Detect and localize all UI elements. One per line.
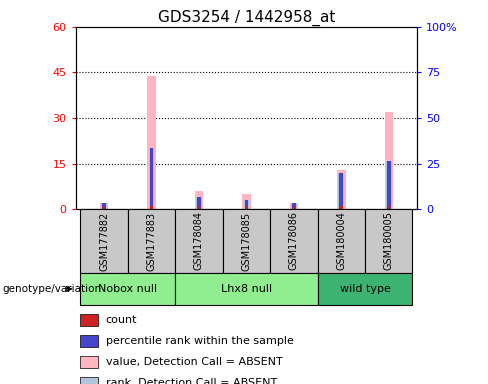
- Bar: [387, 161, 391, 209]
- Text: GSM177883: GSM177883: [146, 212, 157, 270]
- Bar: [147, 76, 156, 209]
- Bar: [339, 173, 344, 209]
- Bar: [80, 377, 98, 384]
- Bar: [195, 191, 203, 209]
- Bar: [197, 197, 201, 209]
- Bar: [102, 203, 106, 209]
- Text: GSM180004: GSM180004: [336, 212, 346, 270]
- Bar: [198, 206, 200, 209]
- Bar: [318, 273, 412, 305]
- Bar: [337, 170, 346, 209]
- Title: GDS3254 / 1442958_at: GDS3254 / 1442958_at: [158, 9, 335, 25]
- Bar: [102, 203, 107, 209]
- Bar: [289, 203, 298, 209]
- Text: GSM178086: GSM178086: [289, 212, 299, 270]
- Bar: [291, 203, 297, 209]
- Bar: [318, 209, 365, 273]
- Bar: [386, 161, 392, 209]
- Bar: [340, 173, 343, 209]
- Bar: [100, 203, 108, 209]
- Bar: [387, 206, 390, 209]
- Bar: [128, 209, 175, 273]
- Text: GSM177882: GSM177882: [99, 211, 109, 271]
- Bar: [293, 206, 295, 209]
- Bar: [103, 206, 105, 209]
- Text: Nobox null: Nobox null: [98, 284, 158, 294]
- Bar: [244, 200, 248, 209]
- Text: GSM180005: GSM180005: [384, 212, 394, 270]
- Bar: [150, 149, 153, 209]
- Text: count: count: [106, 314, 137, 325]
- Bar: [385, 112, 393, 209]
- Bar: [196, 197, 202, 209]
- Text: Lhx8 null: Lhx8 null: [221, 284, 272, 294]
- Bar: [244, 200, 249, 209]
- Bar: [175, 209, 223, 273]
- Bar: [292, 203, 296, 209]
- Text: percentile rank within the sample: percentile rank within the sample: [106, 336, 293, 346]
- Bar: [175, 273, 318, 305]
- Bar: [149, 149, 154, 209]
- Bar: [245, 206, 247, 209]
- Bar: [80, 314, 98, 326]
- Bar: [270, 209, 318, 273]
- Text: GSM178085: GSM178085: [242, 212, 251, 270]
- Bar: [80, 335, 98, 347]
- Bar: [150, 206, 153, 209]
- Text: genotype/variation: genotype/variation: [2, 284, 102, 294]
- Bar: [81, 209, 128, 273]
- Text: rank, Detection Call = ABSENT: rank, Detection Call = ABSENT: [106, 378, 277, 384]
- Bar: [223, 209, 270, 273]
- Text: GSM178084: GSM178084: [194, 212, 204, 270]
- Bar: [81, 273, 175, 305]
- Text: value, Detection Call = ABSENT: value, Detection Call = ABSENT: [106, 357, 283, 367]
- Bar: [80, 356, 98, 368]
- Bar: [340, 206, 343, 209]
- Bar: [365, 209, 412, 273]
- Bar: [242, 194, 251, 209]
- Text: wild type: wild type: [340, 284, 390, 294]
